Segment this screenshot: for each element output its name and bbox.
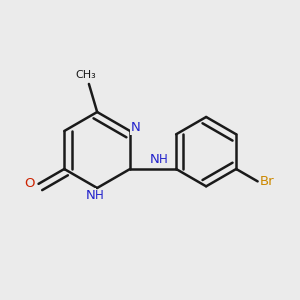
Text: N: N [131, 121, 141, 134]
Text: Br: Br [260, 175, 274, 188]
Text: CH₃: CH₃ [75, 70, 96, 80]
Text: N: N [86, 189, 95, 202]
Text: H: H [94, 189, 103, 203]
Text: O: O [24, 177, 34, 190]
Text: H: H [159, 153, 167, 166]
Text: N: N [150, 153, 160, 166]
